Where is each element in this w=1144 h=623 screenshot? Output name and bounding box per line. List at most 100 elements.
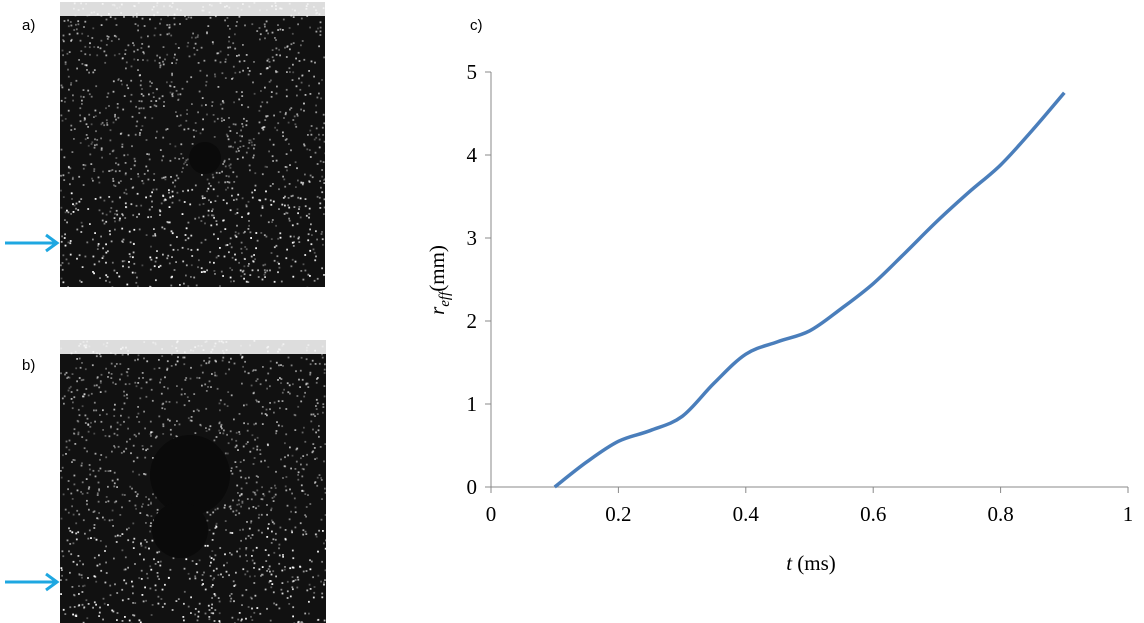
speckle [161,407,164,410]
speckle [68,448,71,451]
speckle [105,220,108,223]
speckle [145,449,147,452]
speckle [273,259,276,262]
speckle [90,143,93,145]
speckle [288,143,290,145]
speckle [272,200,275,203]
speckle [224,504,226,507]
speckle [259,383,262,386]
speckle [134,381,137,384]
speckle [112,180,115,182]
speckle [131,115,134,118]
speckle [323,140,326,143]
speckle [75,532,78,535]
speckle [292,63,294,66]
speckle [105,345,108,348]
speckle [192,349,195,352]
speckle [97,481,100,484]
speckle [321,169,323,171]
speckle [245,443,248,445]
speckle [310,560,313,563]
speckle [238,512,241,515]
speckle [103,518,106,521]
speckle [81,436,84,438]
speckle [240,8,243,11]
speckle [262,366,264,368]
speckle [177,99,179,101]
speckle [224,181,227,184]
speckle [83,584,86,587]
speckle [220,426,222,428]
speckle [214,527,217,529]
speckle [123,420,125,423]
speckle [282,555,284,558]
speckle [234,234,237,237]
speckle [154,260,157,263]
speckle [246,521,248,523]
speckle [105,367,107,370]
speckle [114,185,117,187]
speckle [269,138,271,141]
speckle [262,126,265,129]
speckle [163,5,165,8]
speckle [319,160,322,163]
speckle [87,208,90,210]
speckle [315,535,318,538]
speckle [309,363,312,366]
speckle [242,365,244,368]
speckle [190,366,192,369]
speckle [150,435,152,437]
speckle [239,461,242,463]
speckle [225,349,228,351]
speckle [309,228,311,231]
speckle [305,463,308,466]
speckle [284,442,286,445]
speckle [148,498,150,501]
speckle [245,280,248,283]
speckle [287,454,289,457]
speckle [316,378,318,380]
speckle [105,279,107,282]
speckle [292,606,295,609]
speckle [265,235,268,238]
speckle [111,609,114,612]
speckle [271,155,274,158]
speckle [160,598,163,600]
speckle [158,578,160,580]
speckle [248,5,251,8]
speckle [67,25,70,28]
speckle [127,539,130,542]
speckle [156,130,158,133]
speckle [266,59,269,62]
speckle [150,100,153,102]
speckle [161,177,163,180]
speckle [290,467,292,470]
speckle [124,53,127,55]
speckle [198,377,201,379]
speckle [294,9,296,12]
speckle [82,89,85,91]
speckle [152,96,155,98]
speckle [214,374,216,377]
speckle [113,269,116,272]
speckle [187,189,189,192]
speckle [219,230,222,233]
speckle [73,396,76,399]
speckle [171,609,174,611]
speckle [270,252,273,254]
speckle [230,280,232,283]
speckle [175,62,177,65]
speckle [322,243,324,246]
speckle [187,127,190,130]
speckle [134,133,137,136]
speckle [214,609,217,611]
speckle [132,214,135,217]
speckle [98,209,101,212]
speckle [129,438,131,441]
speckle [227,186,229,189]
speckle [308,84,310,87]
speckle [164,408,166,410]
speckle [88,345,91,348]
speckle [261,278,264,281]
speckle [128,230,131,233]
